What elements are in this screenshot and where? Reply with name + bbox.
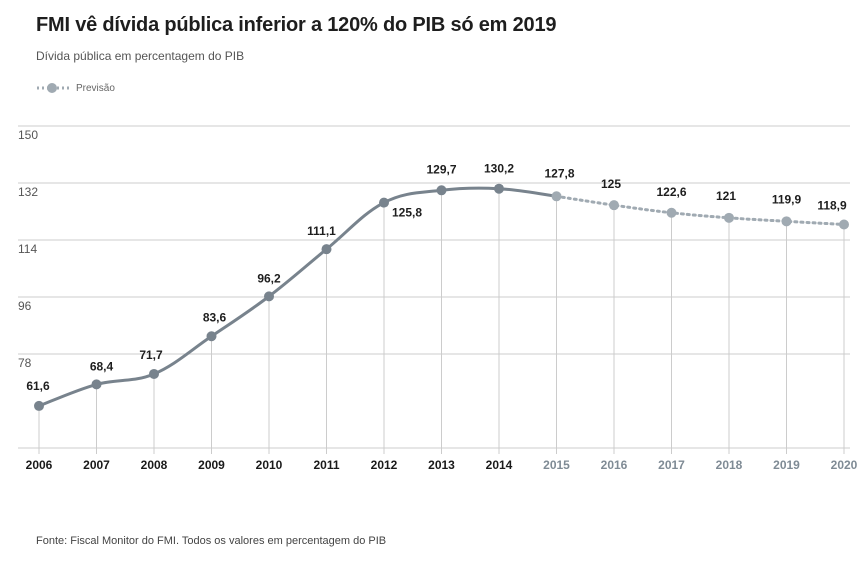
- data-point: [436, 185, 447, 196]
- data-point: [264, 291, 274, 302]
- data-point: [724, 212, 734, 223]
- data-point: [839, 219, 849, 230]
- y-tick-label: 78: [18, 356, 32, 370]
- data-label: 127,8: [544, 166, 574, 180]
- x-tick-label: 2020: [831, 458, 858, 472]
- data-label: 129,7: [426, 162, 456, 176]
- x-tick-label: 2006: [26, 458, 53, 472]
- x-tick-label: 2016: [601, 458, 628, 472]
- chart-title: FMI vê dívida pública inferior a 120% do…: [36, 14, 557, 36]
- chart-subtitle: Dívida pública em percentagem do PIB: [36, 49, 245, 63]
- x-tick-label: 2018: [716, 458, 743, 472]
- y-tick-label: 132: [18, 185, 38, 199]
- series-line-forecast: [555, 194, 846, 226]
- data-point: [379, 197, 389, 208]
- data-label: 96,2: [257, 271, 281, 285]
- series-line-actual: [38, 186, 557, 408]
- data-point: [206, 331, 217, 342]
- data-label: 122,6: [656, 185, 686, 199]
- data-point: [34, 400, 44, 411]
- data-point: [551, 191, 562, 202]
- data-point: [321, 244, 332, 255]
- y-tick-label: 96: [18, 299, 32, 313]
- data-point: [609, 200, 619, 211]
- data-point: [666, 207, 677, 218]
- data-point: [781, 216, 792, 227]
- data-label: 111,1: [307, 224, 336, 238]
- data-point: [494, 183, 504, 194]
- y-tick-label: 150: [18, 128, 38, 142]
- data-label: 121: [716, 189, 736, 203]
- x-tick-label: 2009: [198, 458, 225, 472]
- data-label: 125,8: [392, 206, 422, 220]
- legend: Previsão: [36, 82, 115, 94]
- x-tick-label: 2017: [658, 458, 685, 472]
- data-label: 119,9: [772, 192, 802, 206]
- x-tick-label: 2007: [83, 458, 110, 472]
- x-tick-label: 2015: [543, 458, 570, 472]
- data-label: 68,4: [90, 359, 114, 373]
- x-tick-label: 2014: [486, 458, 513, 472]
- y-tick-label: 114: [18, 242, 37, 256]
- data-label: 125: [601, 177, 621, 191]
- x-tick-label: 2011: [313, 458, 339, 472]
- data-point: [91, 379, 102, 390]
- x-tick-label: 2010: [256, 458, 283, 472]
- x-tick-label: 2013: [428, 458, 455, 472]
- forecast-legend-icon: [37, 83, 69, 93]
- data-point: [149, 368, 159, 379]
- data-label: 118,9: [817, 198, 847, 212]
- data-label: 71,7: [139, 348, 163, 362]
- data-label: 83,6: [203, 310, 227, 324]
- x-tick-label: 2012: [371, 458, 398, 472]
- source-note: Fonte: Fiscal Monitor do FMI. Todos os v…: [36, 535, 387, 547]
- x-tick-label: 2008: [141, 458, 168, 472]
- data-label: 61,6: [26, 379, 50, 393]
- legend-label: Previsão: [76, 82, 115, 94]
- x-tick-label: 2019: [773, 458, 800, 472]
- data-label: 130,2: [484, 162, 514, 176]
